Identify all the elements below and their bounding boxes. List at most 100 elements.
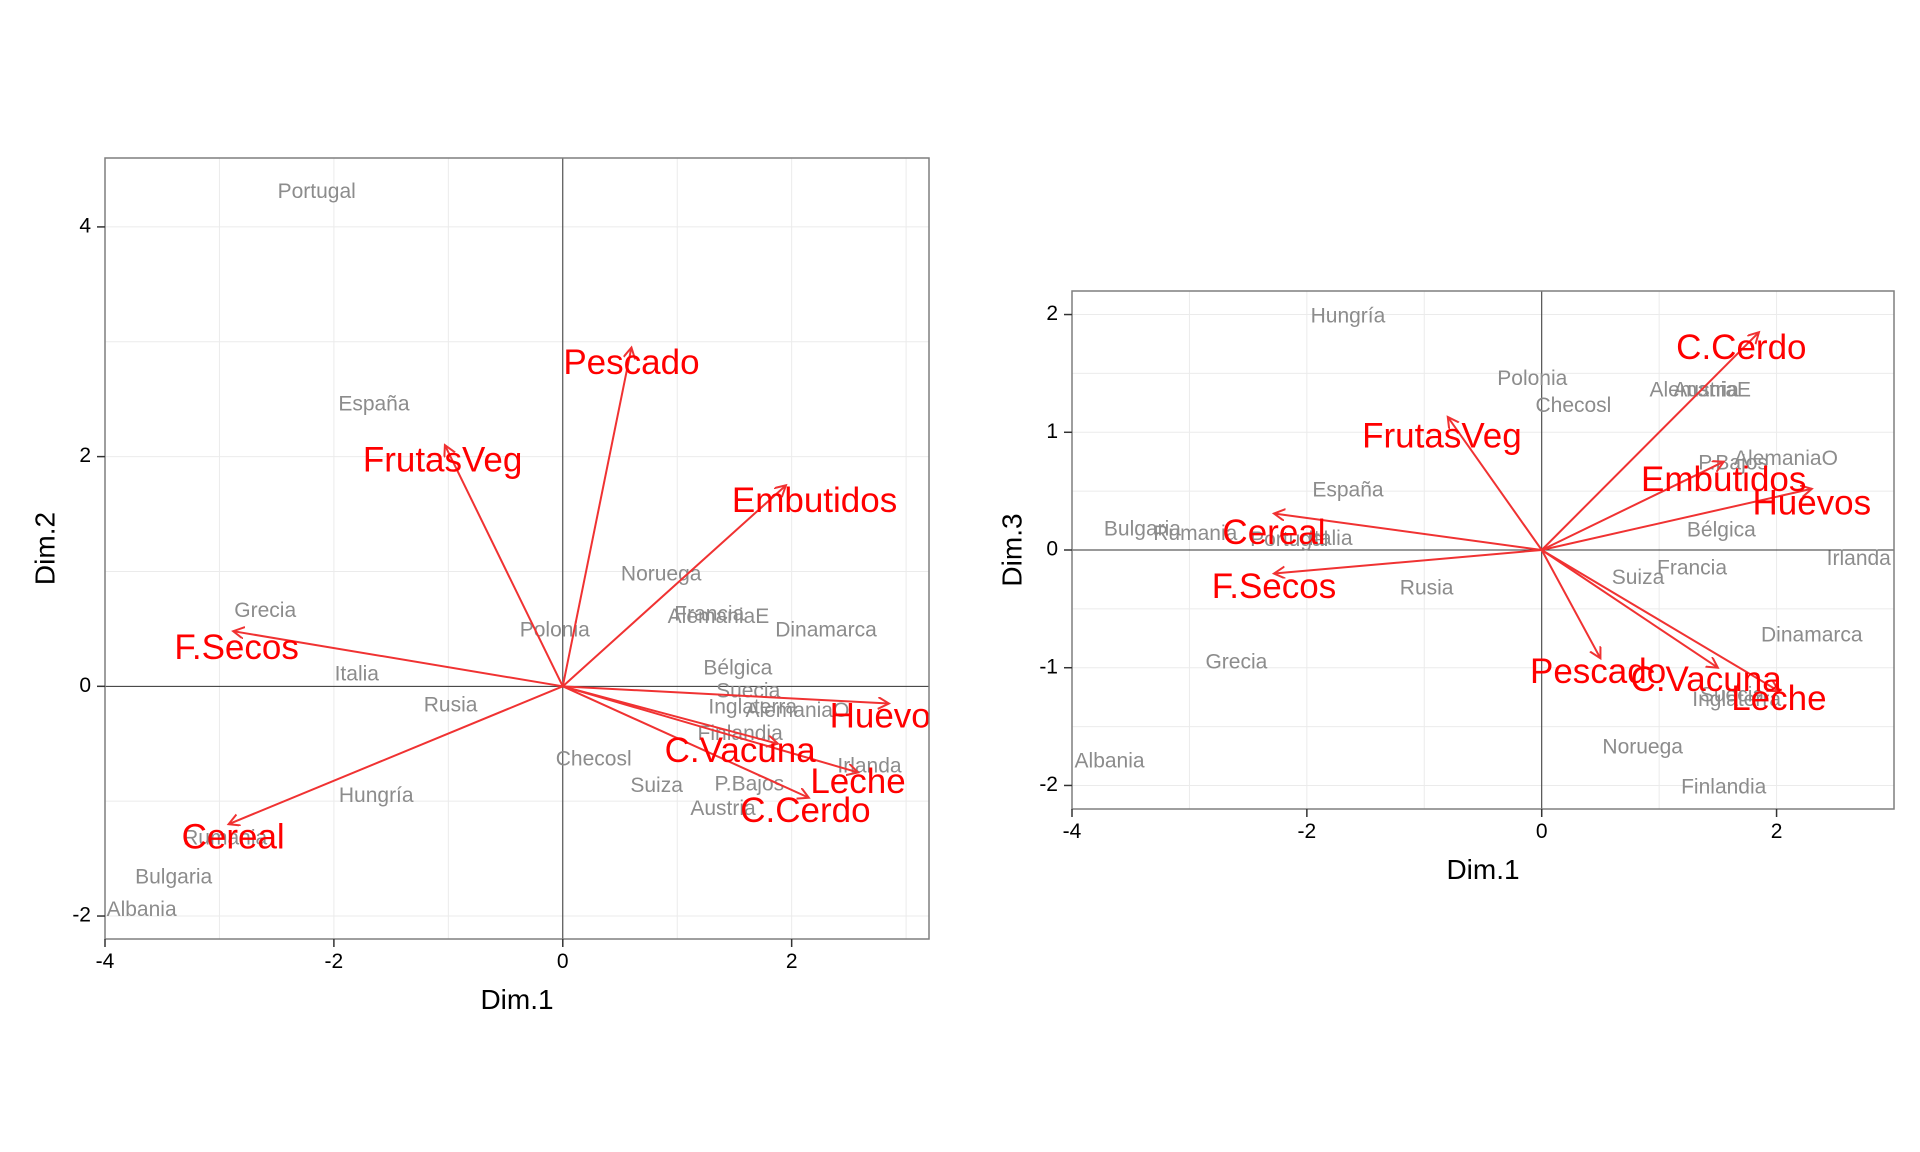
country-label: Francia xyxy=(674,603,744,626)
country-label: Portugal xyxy=(1250,528,1328,551)
variable-label: Leche xyxy=(810,762,905,801)
y-tick-label: 2 xyxy=(79,444,91,467)
x-axis-title: Dim.1 xyxy=(480,984,553,1015)
country-label: España xyxy=(338,392,410,415)
variable-label: Cereal xyxy=(1222,513,1325,552)
y-axis-title: Dim.2 xyxy=(29,512,60,585)
variable-arrow xyxy=(562,685,858,772)
variable-label: Pescado xyxy=(1530,652,1666,691)
country-label: Polonia xyxy=(520,619,590,642)
country-label: Grecia xyxy=(234,599,296,622)
y-tick-label: 1 xyxy=(1046,420,1058,443)
variable-arrow xyxy=(1448,417,1543,551)
country-label: Noruega xyxy=(621,562,702,585)
country-label: Rusia xyxy=(424,693,478,716)
y-tick-label: -1 xyxy=(1039,655,1058,678)
country-label: Austria xyxy=(690,797,756,820)
y-tick-label: 0 xyxy=(1046,538,1058,561)
country-label: Polonia xyxy=(1497,367,1567,390)
country-label: Dinamarca xyxy=(775,619,877,642)
country-label: Bélgica xyxy=(703,657,772,680)
x-tick-label: 2 xyxy=(1771,820,1783,843)
x-tick-label: -4 xyxy=(1063,820,1082,843)
y-tick-label: 0 xyxy=(79,674,91,697)
variable-label: Cereal xyxy=(182,817,285,856)
variable-label: F.Secos xyxy=(174,628,299,667)
variable-label: Embutidos xyxy=(732,481,897,520)
variable-arrow xyxy=(229,685,564,824)
country-label: Checosl xyxy=(556,747,632,770)
country-label: Hungría xyxy=(1311,304,1386,327)
variable-arrow xyxy=(562,485,786,688)
variable-arrow xyxy=(1274,549,1542,574)
country-label: Inglaterra xyxy=(708,696,797,719)
variable-arrow xyxy=(1540,549,1601,658)
variable-label: F.Secos xyxy=(1212,567,1337,606)
variable-label: Leche xyxy=(1731,679,1826,718)
variable-arrow xyxy=(1541,332,1759,551)
variable-arrow xyxy=(445,445,564,687)
plot-border xyxy=(104,157,930,940)
country-label: Rumania xyxy=(183,827,267,850)
variable-arrow xyxy=(561,348,632,687)
country-label: Francia xyxy=(1657,556,1727,579)
variable-label: Huevos xyxy=(1752,484,1871,523)
country-label: Noruega xyxy=(1602,735,1683,758)
variable-label: C.Vacuna xyxy=(665,731,817,770)
variable-label: C.Vacuna xyxy=(1631,660,1783,699)
country-label: Finlandia xyxy=(1681,775,1767,798)
country-label: Bélgica xyxy=(1687,519,1756,542)
country-label: AlemaniaE xyxy=(668,605,770,628)
y-tick-label: 4 xyxy=(79,214,91,237)
variable-arrow xyxy=(233,631,563,688)
country-label: Austria xyxy=(1673,379,1739,402)
country-label: Portugal xyxy=(278,180,356,203)
country-label: Grecia xyxy=(1205,651,1267,674)
variable-arrow xyxy=(1541,489,1812,551)
x-tick-label: 2 xyxy=(786,950,798,973)
country-label: Rusia xyxy=(1400,576,1454,599)
country-label: España xyxy=(1312,479,1384,502)
country-label: Dinamarca xyxy=(1761,623,1863,646)
country-label: Checosl xyxy=(1535,394,1611,417)
variable-label: FrutasVeg xyxy=(363,441,523,480)
x-tick-label: 0 xyxy=(1536,820,1548,843)
country-label: Suiza xyxy=(1612,566,1665,589)
country-label: AlemaniaO xyxy=(745,699,849,722)
variable-label: C.Cerdo xyxy=(1676,328,1806,367)
biplot-dim1-dim3: HungríaPoloniaChecoslAlemaniaEAustriaEsp… xyxy=(996,290,1895,885)
variable-label: Huevos xyxy=(830,697,949,736)
variable-arrow xyxy=(562,685,809,797)
y-tick-label: -2 xyxy=(72,904,91,927)
variable-arrow xyxy=(1541,462,1724,551)
y-tick-label: 2 xyxy=(1046,302,1058,325)
variable-arrow xyxy=(562,685,889,703)
country-label: Rumania xyxy=(1153,522,1237,545)
country-label: Irlanda xyxy=(1827,547,1892,570)
variable-arrow xyxy=(1541,549,1718,668)
y-axis-title: Dim.3 xyxy=(996,513,1027,586)
y-tick-label: -2 xyxy=(1039,773,1058,796)
variable-label: C.Cerdo xyxy=(740,791,870,830)
country-label: Bulgaria xyxy=(1104,518,1181,541)
biplot-dim1-dim2: Portugal España Grecia Italia Rusia Hungría Ru… xyxy=(29,157,949,1015)
country-label: Italia xyxy=(335,662,380,685)
country-label: Bulgaria xyxy=(135,866,212,889)
variable-label: Pescado xyxy=(563,343,699,382)
variable-label: Embutidos xyxy=(1641,460,1806,499)
variable-arrow xyxy=(1541,549,1779,691)
country-label: Suiza xyxy=(630,774,683,797)
country-label: Hungría xyxy=(339,784,414,807)
x-tick-label: -2 xyxy=(1298,820,1317,843)
x-tick-label: 0 xyxy=(557,950,569,973)
country-label: Albania xyxy=(1075,749,1145,772)
country-label: AlemaniaO xyxy=(1734,447,1838,470)
country-label: Italia xyxy=(1308,527,1353,550)
x-axis-title: Dim.1 xyxy=(1446,854,1519,885)
x-tick-label: -4 xyxy=(96,950,115,973)
variable-label: FrutasVeg xyxy=(1362,416,1522,455)
x-tick-label: -2 xyxy=(325,950,344,973)
country-label: Inglaterra xyxy=(1692,688,1781,711)
country-label: Suecia xyxy=(1700,684,1765,707)
